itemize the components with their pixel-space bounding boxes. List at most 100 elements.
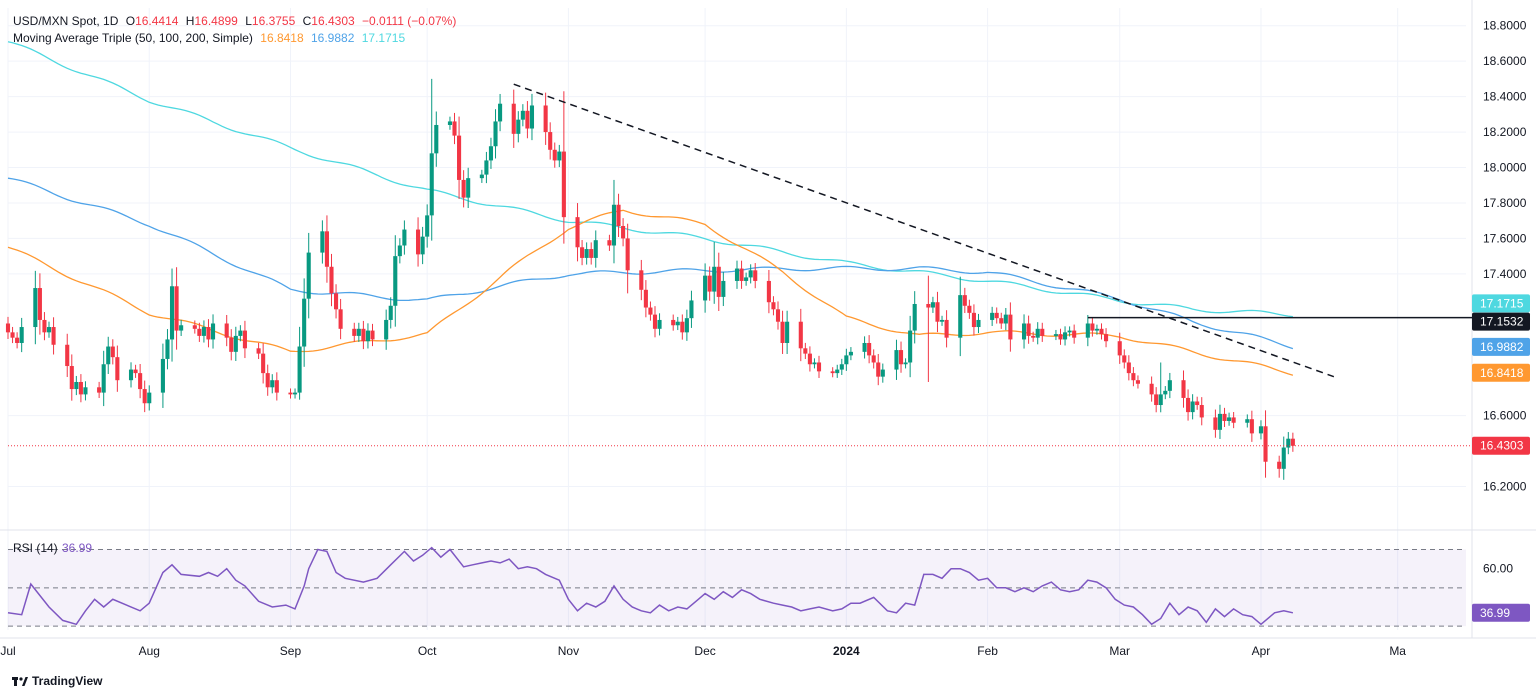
candle-body [525, 110, 530, 129]
candle-body [1227, 417, 1232, 421]
candle-body [201, 327, 206, 336]
candle-body [83, 387, 88, 395]
candle-body [803, 348, 808, 354]
time-tick-label: Dec [694, 644, 715, 658]
candle-body [333, 293, 339, 310]
candle-body [880, 369, 885, 377]
candle-body [990, 312, 995, 320]
candle-body [652, 314, 658, 329]
candle-body [511, 103, 516, 134]
candle-body [1131, 373, 1136, 381]
candle-body [174, 286, 179, 331]
candle-body [466, 178, 471, 198]
candle-body [461, 179, 466, 198]
low-label: L [245, 14, 252, 28]
candle-body [543, 105, 548, 133]
candle-body [393, 256, 398, 306]
candle-body [320, 231, 325, 253]
candle-body [1199, 405, 1204, 418]
candle-body [1213, 417, 1218, 430]
time-tick-label: Aug [139, 644, 160, 658]
candle-body [242, 330, 247, 349]
candle-body [1058, 334, 1063, 340]
candle-body [721, 280, 726, 297]
candle-body [835, 369, 840, 374]
candle-body [1026, 323, 1031, 336]
candle-body [42, 319, 47, 333]
price-label-badge [1472, 363, 1530, 382]
moving-averages [7, 41, 1294, 376]
candle-body [580, 247, 585, 258]
candle-body [962, 295, 967, 306]
candle-body [734, 268, 740, 281]
candle-body [876, 362, 881, 377]
candle-body [457, 135, 462, 180]
candle-body [548, 132, 553, 150]
candle-body [416, 229, 421, 255]
candle-body [1099, 328, 1104, 335]
candle-body [1085, 323, 1090, 338]
candle-body [780, 321, 785, 343]
candle-body [557, 151, 562, 161]
tradingview-logo-icon [12, 677, 28, 686]
candle-body [844, 355, 849, 365]
candle-body [233, 335, 238, 352]
candle-body [1094, 328, 1099, 331]
rsi-value-badge-text: 36.99 [1480, 606, 1510, 620]
candle-body [680, 321, 685, 333]
candle-body [584, 249, 589, 258]
candle-body [1231, 417, 1236, 423]
candle-body [712, 266, 717, 292]
candle-body [484, 160, 489, 175]
rsi-header-value: 36.99 [62, 541, 92, 555]
candle-body [816, 362, 822, 372]
symbol-title[interactable]: USD/MXN Spot, 1D [13, 14, 119, 28]
candle-body [165, 339, 170, 359]
time-tick-label: Nov [558, 644, 579, 658]
candle-body [261, 353, 266, 374]
candle-body [33, 288, 38, 328]
candle-body [1263, 426, 1268, 462]
candle-body [593, 240, 598, 258]
time-tick-label: Ma [1389, 644, 1406, 658]
candle-body [1062, 332, 1068, 340]
candle-body [1104, 334, 1109, 342]
candle-body [206, 327, 211, 340]
price-tick-label: 18.4000 [1483, 90, 1527, 104]
candle-body [575, 217, 580, 248]
drawings [8, 83, 1472, 447]
candle-body [830, 371, 835, 374]
candle-body [15, 337, 20, 343]
candle-body [1158, 394, 1163, 406]
ma-indicator-title[interactable]: Moving Average Triple (50, 100, 200, Sim… [13, 31, 253, 45]
candle-body [1003, 314, 1008, 324]
candle-body [97, 387, 102, 393]
candle-body [1181, 380, 1186, 398]
candle-body [848, 351, 853, 356]
price-tick-label: 17.8000 [1483, 196, 1527, 210]
rsi-series [7, 546, 1294, 626]
candle-body [611, 204, 617, 246]
candle-body [169, 286, 175, 340]
candle-body [1122, 355, 1127, 363]
tradingview-watermark[interactable]: TradingView [12, 674, 102, 688]
downtrend-line [513, 83, 1335, 378]
price-tick-label: 16.6000 [1483, 409, 1527, 423]
candle-body [1154, 394, 1159, 406]
candle-body [1290, 438, 1295, 446]
price-label-text: 16.9882 [1480, 340, 1524, 354]
candle-body [51, 327, 56, 345]
candle-body [1186, 397, 1191, 413]
time-tick-label: Oct [418, 644, 437, 658]
candle-body [224, 323, 229, 338]
candle-body [302, 298, 307, 347]
time-tick-label: Feb [977, 644, 998, 658]
candle-body [197, 328, 202, 336]
candle-body [561, 151, 566, 218]
price-tick-label: 18.6000 [1483, 54, 1527, 68]
candle-body [1249, 419, 1254, 434]
candle-body [1040, 328, 1045, 336]
rsi-band-area [8, 549, 1466, 627]
candle-body [110, 346, 115, 358]
price-tick-label: 17.4000 [1483, 267, 1527, 281]
